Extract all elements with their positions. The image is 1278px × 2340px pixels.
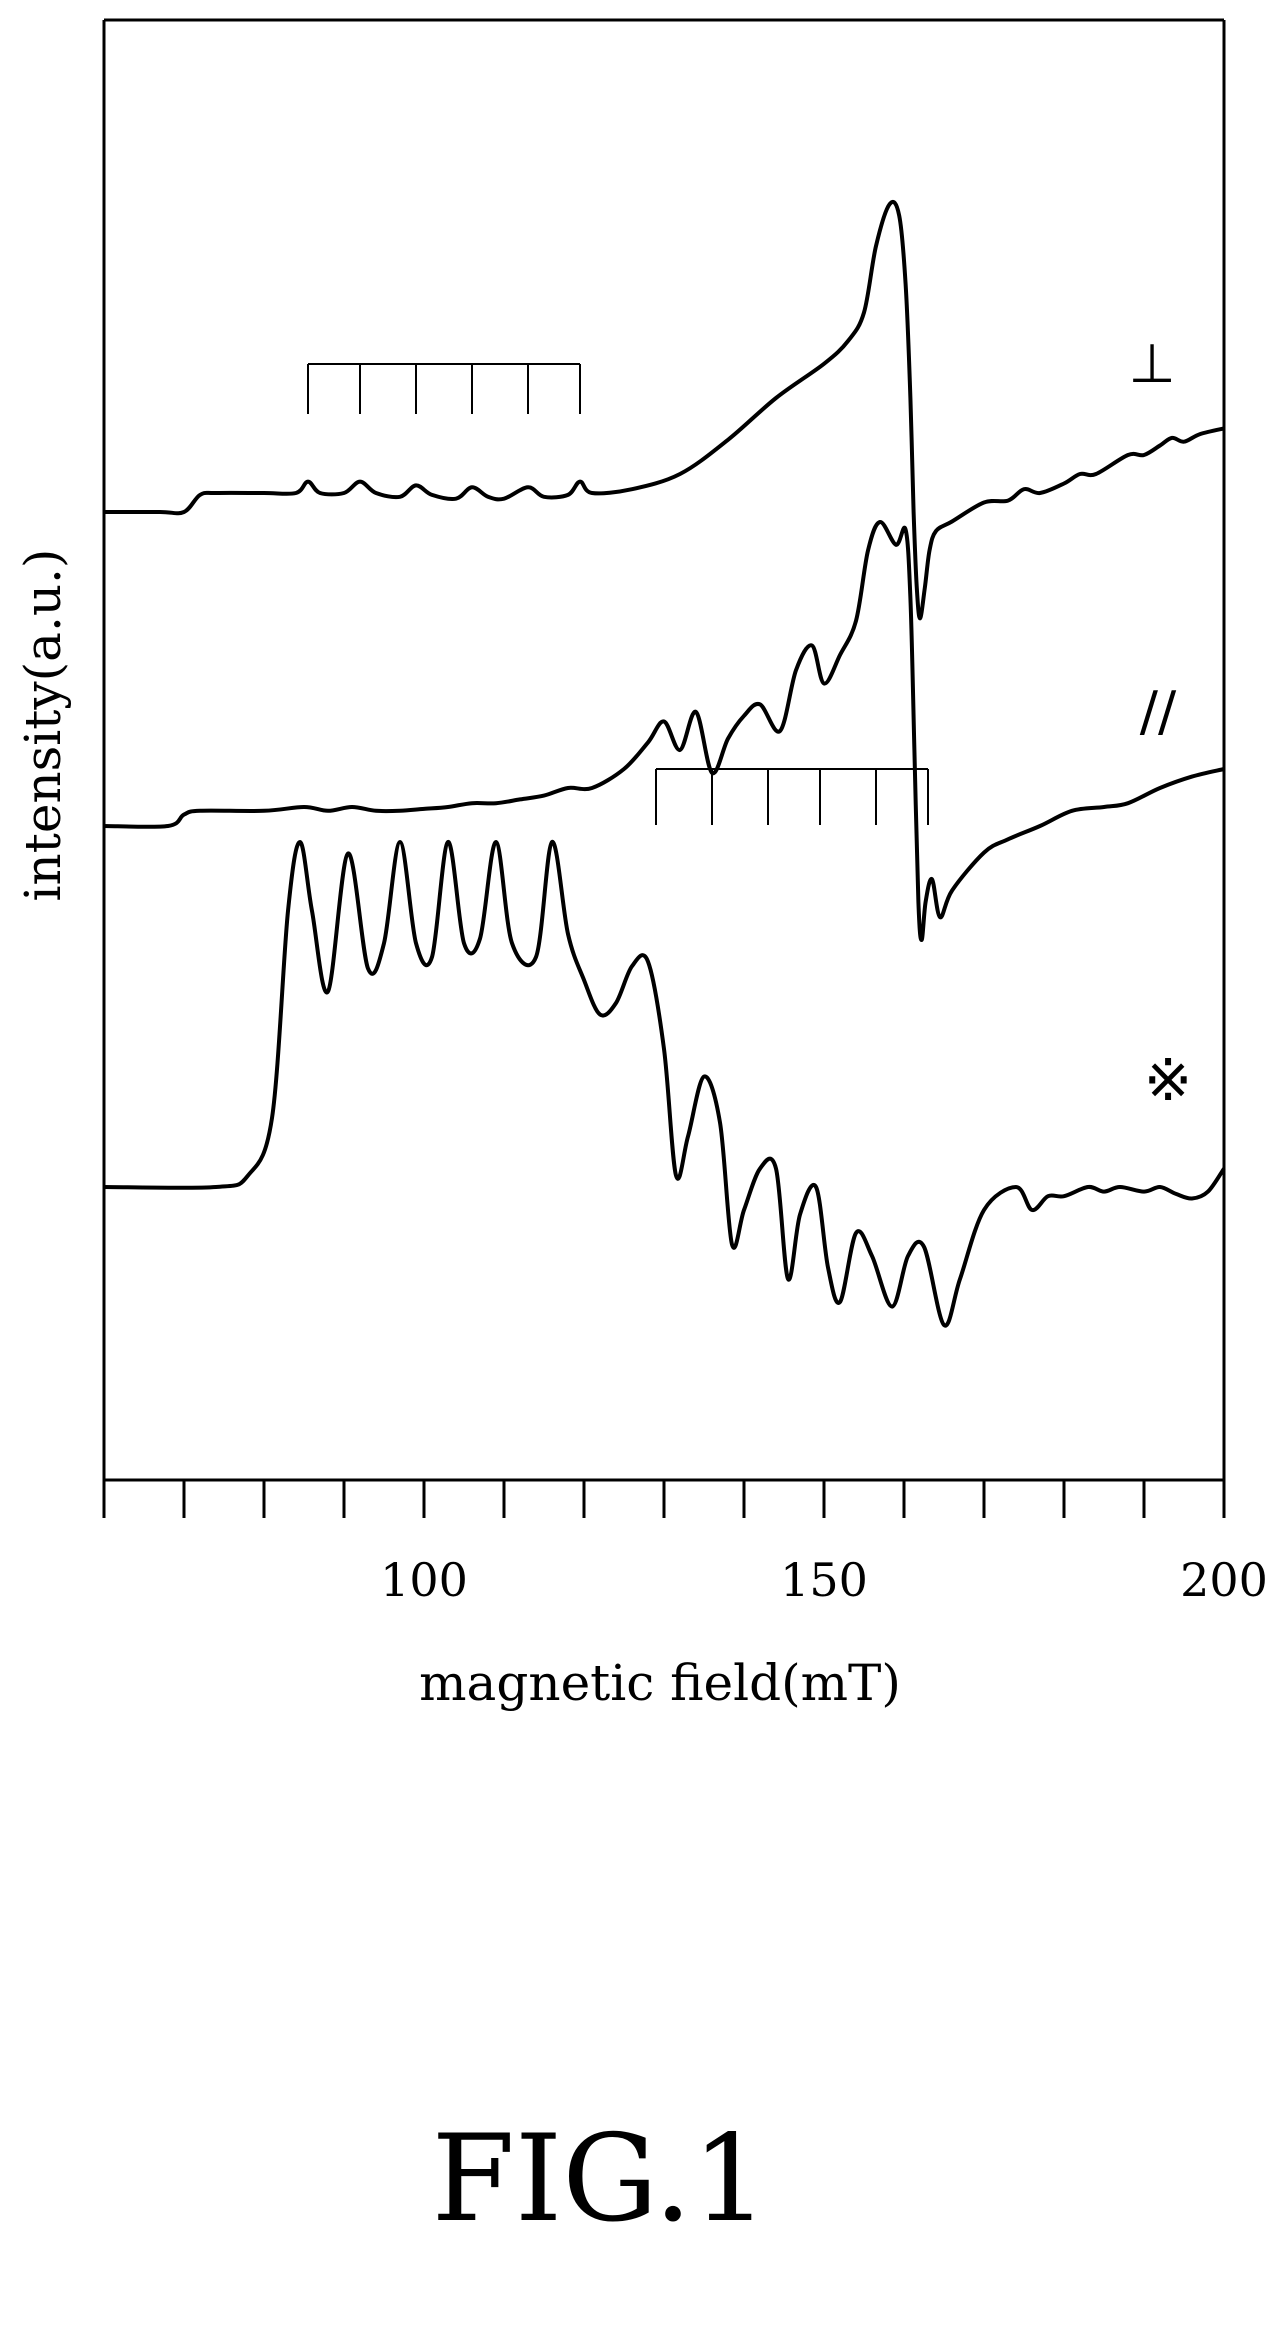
y-axis-title: intensity(a.u.) bbox=[14, 549, 72, 902]
hyperfine-comb-1 bbox=[307, 363, 581, 414]
x-axis-title: magnetic field(mT) bbox=[419, 1654, 901, 1712]
x-tick-label: 150 bbox=[780, 1553, 868, 1607]
series-marker-2: // bbox=[1140, 680, 1177, 743]
spectrum-line-3 bbox=[103, 839, 1226, 1328]
spectrum-line-1 bbox=[103, 199, 1225, 621]
spectrum-series bbox=[103, 199, 1226, 1328]
figure-label: FIG.1 bbox=[432, 2110, 769, 2249]
series-markers: ⊥ // ※ bbox=[1128, 332, 1192, 1114]
spectrum-line-2 bbox=[103, 520, 1225, 942]
hyperfine-comb-2 bbox=[655, 768, 929, 825]
x-tick-label: 200 bbox=[1180, 1553, 1268, 1607]
series-marker-1: ⊥ bbox=[1128, 332, 1175, 395]
x-tick-label: 100 bbox=[380, 1553, 468, 1607]
x-axis-tick-labels: 100 150 200 bbox=[380, 1553, 1268, 1607]
x-axis-ticks bbox=[102, 1480, 1226, 1518]
plot-frame bbox=[102, 18, 1226, 1482]
series-marker-3: ※ bbox=[1144, 1046, 1193, 1114]
hyperfine-combs bbox=[307, 363, 929, 825]
